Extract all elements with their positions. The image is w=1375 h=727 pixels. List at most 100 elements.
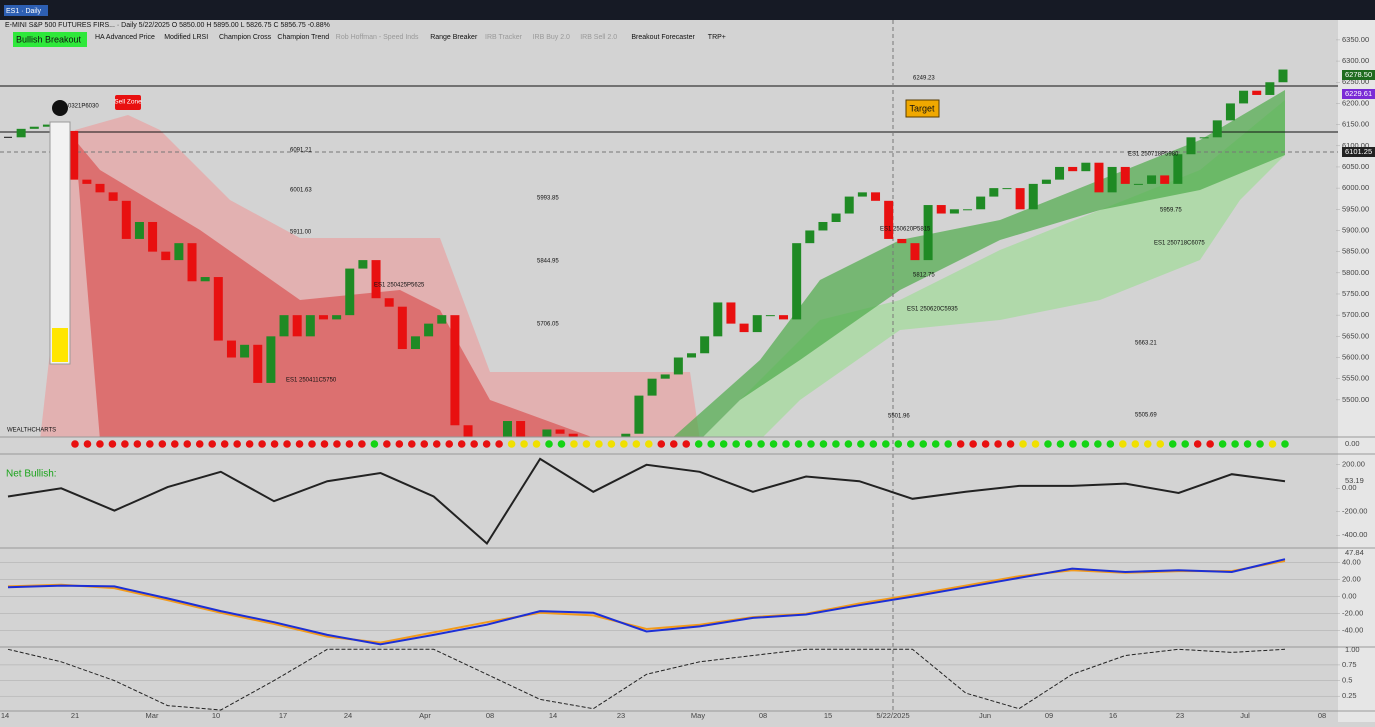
last-value: 1.00	[1345, 645, 1360, 654]
signal-dot	[370, 440, 379, 448]
signal-dot	[308, 440, 316, 448]
y-tick-label: 6350.00	[1342, 35, 1369, 44]
sell-zone-box	[115, 95, 141, 110]
drawing-toolbar[interactable]	[49, 121, 71, 365]
candle	[1173, 154, 1183, 184]
annotation: 5663.21	[1135, 341, 1157, 347]
signal-dot	[482, 440, 491, 448]
signal-dot	[258, 440, 266, 448]
candle	[1015, 188, 1025, 210]
probability-line	[7, 648, 1286, 711]
candle	[726, 302, 736, 324]
candle	[1186, 137, 1196, 155]
signal-dot	[1231, 440, 1239, 448]
sell-cloud-inner	[75, 140, 592, 437]
y-tick-label: 6050.00	[1342, 162, 1369, 171]
last-value: 47.84	[1345, 548, 1364, 557]
brand: WEALTHCHARTS	[7, 428, 56, 434]
y-tick-label: 6100.00	[1342, 141, 1369, 150]
candle	[1107, 166, 1117, 193]
candle	[1147, 175, 1157, 184]
x-tick-label: 10	[212, 711, 220, 720]
signal-dot	[869, 440, 878, 448]
signal-dot	[208, 440, 217, 448]
signal-dot	[1019, 440, 1027, 448]
signal-dot	[220, 440, 229, 448]
tool-pin[interactable]	[52, 100, 68, 116]
candle	[1081, 162, 1091, 172]
candle	[555, 429, 565, 434]
candle	[1278, 69, 1288, 83]
price-badge-label: 6278.50	[1345, 70, 1372, 79]
signal-dot	[1143, 440, 1152, 448]
candle	[1225, 103, 1235, 121]
x-tick-label: Mar	[146, 711, 159, 720]
annotation: 5993.85	[537, 196, 559, 202]
signal-dot	[707, 440, 715, 448]
signal-dot	[620, 440, 628, 448]
signal-dot	[1156, 440, 1165, 448]
x-tick-label: 23	[617, 711, 625, 720]
candle	[332, 315, 342, 320]
tab[interactable]	[4, 5, 48, 16]
candle	[673, 357, 683, 375]
candle	[95, 183, 105, 193]
x-tick-label: 09	[1045, 711, 1053, 720]
candle	[568, 433, 578, 437]
signal-dot	[607, 440, 616, 448]
candle	[1120, 166, 1130, 184]
x-tick-label: 08	[1318, 711, 1326, 720]
color-swatch[interactable]	[52, 328, 68, 362]
sell-zone: Sell Zone	[114, 99, 142, 106]
x-tick-label: 14	[1, 711, 9, 720]
signal-dot	[1069, 440, 1077, 448]
candle	[897, 238, 907, 244]
signal-dot	[1006, 440, 1015, 448]
indicator-name: TRP+	[708, 34, 726, 41]
signal-dot	[495, 440, 503, 448]
y-tick-label: -20.00	[1342, 609, 1363, 618]
buy-cloud	[703, 100, 1285, 437]
x-tick-label: 08	[486, 711, 494, 720]
signal-dot	[694, 440, 703, 448]
candle	[16, 128, 26, 138]
signal-dot	[1193, 440, 1202, 448]
y-tick-label: 6000.00	[1342, 183, 1369, 192]
candle	[1094, 162, 1104, 193]
candle	[29, 126, 39, 129]
price-badge-label: 6101.25	[1345, 147, 1372, 156]
candle	[779, 315, 789, 320]
candle	[305, 315, 315, 337]
signal-dot	[245, 440, 254, 448]
signal-dot	[96, 440, 104, 448]
annotation: 0321P6030	[68, 104, 99, 110]
candle	[226, 340, 236, 358]
indicator-name: HA Advanced Price	[95, 34, 155, 41]
candle	[805, 230, 815, 244]
candle	[687, 353, 697, 358]
indicator-name: IRB Buy 2.0	[533, 34, 570, 41]
signal-dot	[645, 440, 653, 448]
candle	[989, 188, 999, 197]
signal-dot	[1281, 440, 1289, 448]
y-tick-label: 5800.00	[1342, 268, 1369, 277]
signal-dot	[146, 440, 154, 448]
indicator-name: Breakout Forecaster	[631, 34, 695, 41]
candle	[82, 179, 92, 184]
candle	[818, 221, 828, 231]
candle	[1055, 166, 1065, 180]
x-tick-label: 08	[759, 711, 767, 720]
x-tick-label: 14	[549, 711, 557, 720]
candle	[345, 268, 355, 316]
candle	[108, 192, 118, 201]
x-tick-label: 23	[1176, 711, 1184, 720]
signal-dot	[432, 440, 441, 448]
annotation: ES1 250718C6075	[1154, 241, 1205, 247]
candle	[134, 221, 144, 239]
candle	[1265, 82, 1275, 95]
signal-dot	[857, 440, 865, 448]
signal-dot	[83, 440, 92, 448]
signal-dot	[1131, 440, 1140, 448]
annotation: 5505.69	[1135, 413, 1157, 419]
signal-dot	[358, 440, 366, 448]
